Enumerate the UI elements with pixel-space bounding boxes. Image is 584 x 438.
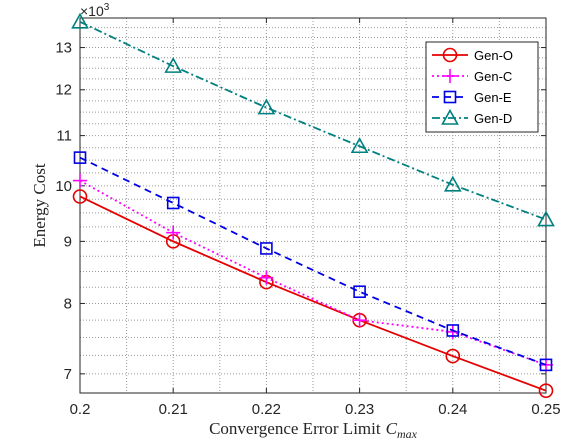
y-tick-label: 9 [64,233,72,250]
y-axis-exponent: ×103 [80,2,110,19]
series-line [79,195,547,392]
square-marker [353,285,366,299]
x-tick-label: 0.24 [438,401,467,418]
plus-marker [443,69,457,83]
x-tick-label: 0.22 [252,401,281,418]
series-gen-e [73,151,553,372]
series-gen-o [72,189,554,398]
legend: Gen-O Gen-C Gen-E Gen-D [425,41,539,133]
triangle-marker [164,56,183,73]
triangle-marker [441,108,459,125]
circle-marker [442,47,458,63]
square-marker [260,242,273,255]
square-marker [166,196,180,210]
triangle-marker [71,12,89,29]
triangle-marker [443,175,462,192]
x-axis: 0.2 0.21 0.22 0.23 0.24 0.25 [70,18,561,418]
x-tick-label: 0.25 [531,401,560,418]
x-tick-label: 0.23 [345,401,374,418]
legend-entry: Gen-E [432,90,512,105]
circle-marker [72,189,88,204]
legend-entry: Gen-D [432,108,512,126]
plus-marker [166,225,181,240]
y-tick-label: 11 [56,128,72,145]
square-marker [446,324,460,337]
triangle-marker [350,137,369,154]
y-tick-label: 10 [55,178,72,195]
y-tick-label: 7 [64,366,72,383]
square-marker [73,151,87,164]
legend-label: Gen-C [474,69,512,84]
series-gen-c [73,173,553,372]
triangle-marker [537,210,555,227]
legend-box [425,41,539,133]
x-axis-title: Convergence Error Limit Cmax [209,419,418,438]
square-marker [443,90,457,104]
legend-label: Gen-O [474,48,513,63]
x-tick-label: 0.2 [70,401,91,418]
x-tick-label: 0.21 [159,401,188,418]
y-tick-label: 8 [64,295,72,312]
plus-marker [352,313,367,328]
series-line [79,179,547,366]
y-axis: 7 8 9 10 11 12 13 [55,40,546,383]
legend-label: Gen-E [474,90,512,105]
y-tick-label: 13 [55,40,72,57]
circle-marker [538,383,554,398]
legend-entry: Gen-O [432,47,513,63]
series-line [79,156,547,366]
circle-marker [445,348,461,364]
legend-entry: Gen-C [432,69,512,84]
y-tick-label: 12 [55,82,72,99]
plus-marker [259,270,274,285]
legend-label: Gen-D [474,111,512,126]
plus-marker [73,173,87,188]
series-layer [71,12,555,398]
plot-area [79,17,547,394]
series-line [79,21,547,221]
square-marker [539,358,553,372]
series-gen-d [71,12,555,227]
triangle-marker [257,98,276,115]
y-axis-title: Energy Cost [30,163,49,247]
